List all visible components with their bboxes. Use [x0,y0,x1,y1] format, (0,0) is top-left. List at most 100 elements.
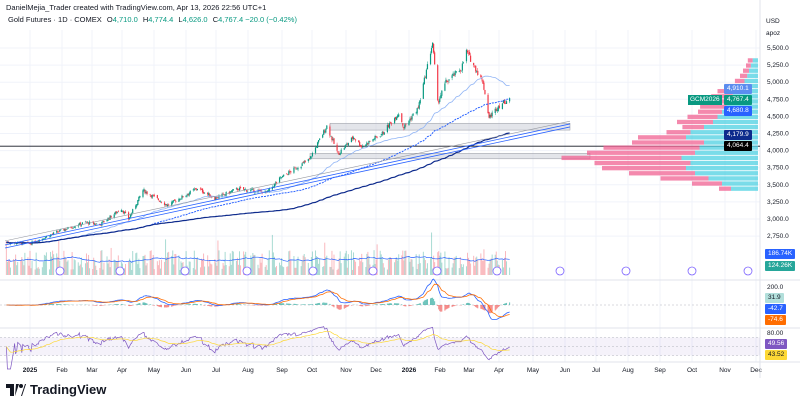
price-axis-label: 3,750.0 [767,165,789,172]
candle-body [366,142,368,145]
volume-bar [123,268,125,275]
volume-bar [433,255,435,275]
ma-slow-line [6,132,510,244]
macd-histogram-bar [63,304,65,305]
volume-bar [88,254,90,275]
candle-body [251,189,253,190]
candle-body [431,42,434,48]
volume-profile-down-bar [746,63,751,68]
volume-bar [509,267,511,275]
volume-bar [279,262,281,275]
macd-histogram-bar [395,303,397,305]
volume-bar [451,267,453,275]
volume-bar [51,256,53,275]
candle-body [367,143,369,145]
candle-body [66,228,68,230]
symbol-name[interactable]: Gold Futures · 1D · COMEX [8,15,102,24]
time-axis-label: Aug [622,367,634,374]
macd-histogram-bar [375,304,377,305]
event-flag-icon[interactable] [308,266,318,276]
volume-bar [423,257,425,275]
volume-bar [415,254,417,275]
candle-body [187,193,189,195]
event-flag-icon[interactable] [55,266,65,276]
price-axis-label: 3,500.0 [767,182,789,189]
volume-bar [137,264,139,275]
volume-bar [257,264,259,275]
candle-body [375,136,377,137]
macd-histogram-bar [168,305,170,308]
event-flag-icon[interactable] [115,266,125,276]
candle-body [475,65,477,72]
volume-bar [42,261,44,275]
event-flag-icon[interactable] [492,266,502,276]
macd-histogram-bar [475,305,477,308]
event-flag-icon[interactable] [555,266,565,276]
volume-profile-up-bar [695,150,758,155]
time-axis-label: Mar [463,367,475,374]
volume-bar [438,251,440,275]
volume-bar [80,257,82,275]
volume-bar [259,258,261,275]
candle-body [491,112,493,117]
macd-histogram-bar [425,299,427,305]
volume-bar [65,258,67,275]
candle-body [121,210,124,212]
signal-tag: -74.6 [765,315,786,325]
volume-profile-up-bar [713,119,758,125]
volume-bar [210,263,212,275]
macd-hist-tag: 31.9 [765,293,784,303]
volume-bar [396,257,398,275]
candle-body [48,236,51,238]
macd-histogram-bar [192,303,194,305]
volume-bar [316,256,318,275]
candle-body [136,204,138,207]
macd-histogram-bar [417,304,419,305]
macd-histogram-bar [308,304,310,305]
price-axis-label: 5,000.0 [767,79,789,86]
event-flag-icon[interactable] [621,266,631,276]
time-axis-label: Mar [86,367,98,374]
volume-bar [468,257,470,275]
candle-body [193,189,195,190]
macd-histogram-bar [462,304,464,305]
macd-histogram-bar [337,305,339,310]
candle-body [78,223,80,226]
candle-body [278,177,281,183]
macd-axis-label: 200.0 [767,284,784,291]
event-flag-icon[interactable] [743,266,753,276]
tradingview-logo[interactable]: TradingView [6,382,106,397]
candle-body [116,211,118,213]
candle-body [173,200,175,202]
volume-bar [125,263,127,275]
volume-bar [49,269,51,275]
event-flag-icon[interactable] [687,266,697,276]
candle-body [189,190,191,194]
macd-histogram-bar [474,305,476,307]
volume-bar [17,261,19,275]
event-flag-icon[interactable] [432,266,442,276]
macd-histogram-bar [287,303,289,305]
macd-histogram-bar [158,305,160,307]
volume-bar [490,258,492,275]
macd-histogram-bar [374,304,376,305]
event-flag-icon[interactable] [242,266,252,276]
macd-histogram-bar [257,305,259,306]
volume-bar [142,256,144,275]
volume-bar [94,260,96,275]
volume-bar [189,261,191,275]
currency-selector[interactable]: USD apoz [766,18,781,37]
volume-bar [458,268,460,275]
event-flag-icon[interactable] [368,266,378,276]
macd-histogram-bar [505,303,507,305]
volume-bar [480,253,482,275]
volume-bar [131,269,133,275]
event-flag-icon[interactable] [180,266,190,276]
macd-histogram-bar [338,305,340,310]
macd-histogram-bar [477,305,479,309]
volume-bar [58,241,60,275]
volume-bar [293,256,295,275]
candle-body [239,187,242,188]
volume-bar [243,251,245,275]
